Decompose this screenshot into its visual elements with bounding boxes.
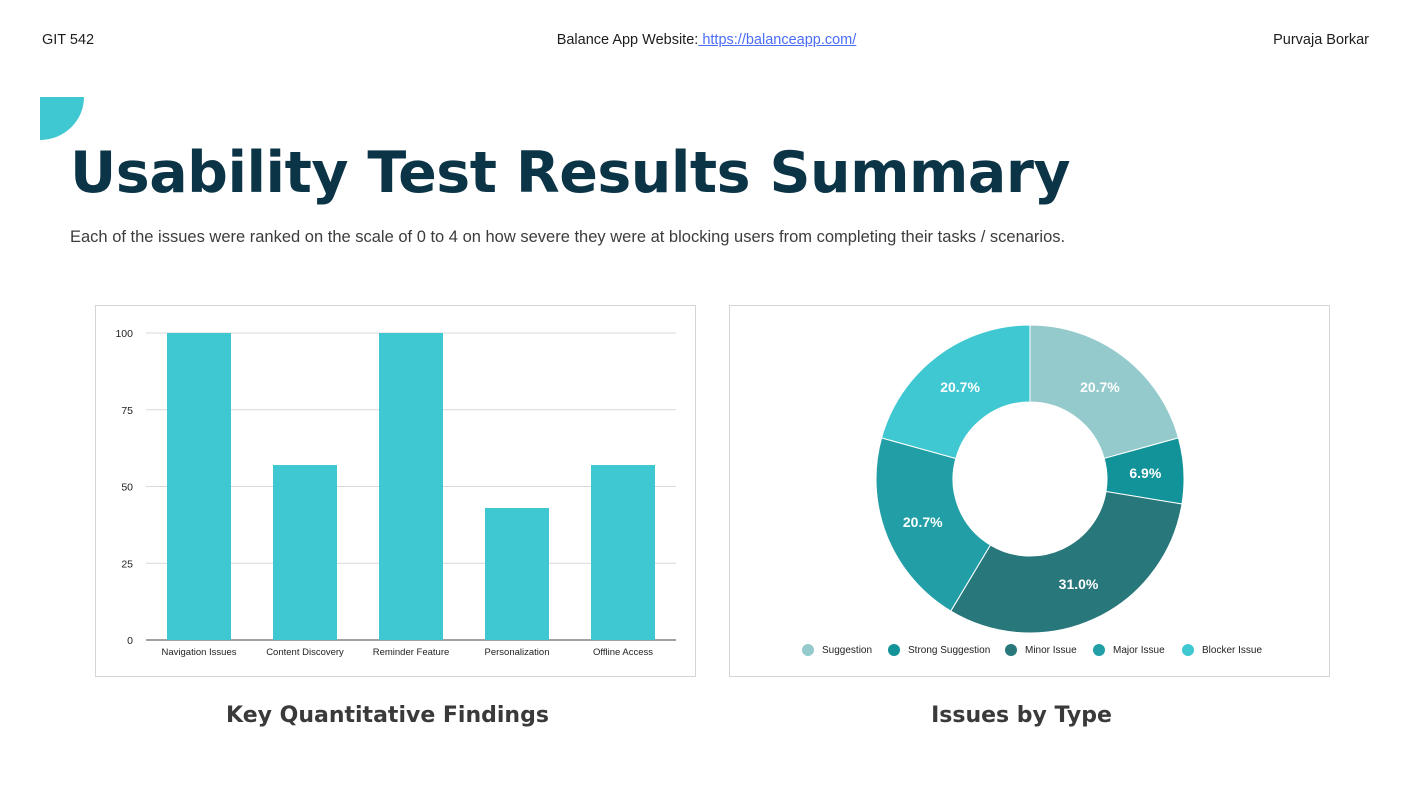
legend-label: Minor Issue — [1025, 644, 1077, 656]
legend-item: Blocker Issue — [1182, 644, 1262, 656]
slice-value-label: 6.9% — [1129, 465, 1161, 481]
donut-slice — [875, 437, 992, 612]
legend-label: Suggestion — [822, 644, 873, 656]
donut-chart-caption: Issues by Type — [931, 703, 1112, 728]
donut-chart-panel: 20.7% 6.9% 31.0% 20.7% 20.7% Suggestion Stron… — [729, 305, 1330, 677]
donut-slice — [1029, 324, 1180, 460]
legend-swatch — [1005, 644, 1017, 656]
x-tick-label: Reminder Feature — [373, 647, 450, 658]
x-tick-label: Navigation Issues — [162, 647, 237, 658]
bar-chart-panel: 0 25 50 75 100 Navigation Issues Content Disco… — [95, 305, 696, 677]
website-label: Balance App Website: — [556, 32, 699, 48]
bar — [167, 333, 231, 640]
y-tick-label: 25 — [121, 558, 133, 570]
slice-value-label: 20.7% — [903, 514, 943, 530]
slice-value-label: 20.7% — [1080, 379, 1120, 395]
legend-label: Major Issue — [1113, 644, 1165, 656]
legend-swatch — [1093, 644, 1105, 656]
top-bar: GIT 542 Balance App Website: https://bal… — [0, 32, 1422, 52]
legend-item: Strong Suggestion — [888, 644, 990, 656]
legend-label: Blocker Issue — [1202, 644, 1263, 656]
corner-quarter-circle-decoration — [40, 97, 84, 140]
y-tick-label: 100 — [115, 328, 133, 340]
slice-value-label: 31.0% — [1059, 576, 1099, 592]
author-name: Purvaja Borkar — [1273, 32, 1369, 48]
slice-value-label: 20.7% — [940, 379, 980, 395]
y-tick-label: 75 — [121, 405, 133, 417]
page-subtitle: Each of the issues were ranked on the sc… — [70, 228, 1066, 246]
donut-slice — [950, 490, 1183, 634]
legend-swatch — [1182, 644, 1194, 656]
x-tick-label: Personalization — [485, 647, 550, 658]
donut-chart: 20.7% 6.9% 31.0% 20.7% 20.7% — [875, 324, 1185, 634]
donut-legend: Suggestion Strong Suggestion Minor Issue Ma… — [730, 644, 1328, 664]
legend-label: Strong Suggestion — [908, 644, 991, 656]
bar — [591, 465, 655, 640]
y-tick-label: 50 — [121, 482, 133, 494]
website-link[interactable]: https://balanceapp.com/ — [698, 32, 857, 48]
legend-item: Major Issue — [1093, 644, 1165, 656]
website-line: Balance App Website: https://balanceapp.… — [0, 32, 1413, 48]
bar — [485, 507, 549, 640]
x-tick-label: Content Discovery — [266, 647, 344, 658]
course-label: GIT 542 — [42, 32, 95, 48]
x-tick-label: Offline Access — [593, 647, 653, 658]
bar — [379, 333, 443, 640]
y-tick-label: 0 — [127, 635, 133, 647]
legend-swatch — [802, 644, 814, 656]
donut-slice — [880, 324, 1031, 460]
bar-chart-caption: Key Quantitative Findings — [226, 703, 549, 728]
legend-item: Minor Issue — [1005, 644, 1077, 656]
bar — [273, 465, 337, 640]
legend-item: Suggestion — [802, 644, 872, 656]
legend-swatch — [888, 644, 900, 656]
bar-chart: 0 25 50 75 100 Navigation Issues Content Disco… — [115, 328, 676, 658]
page-title: Usability Test Results Summary — [70, 140, 1071, 206]
